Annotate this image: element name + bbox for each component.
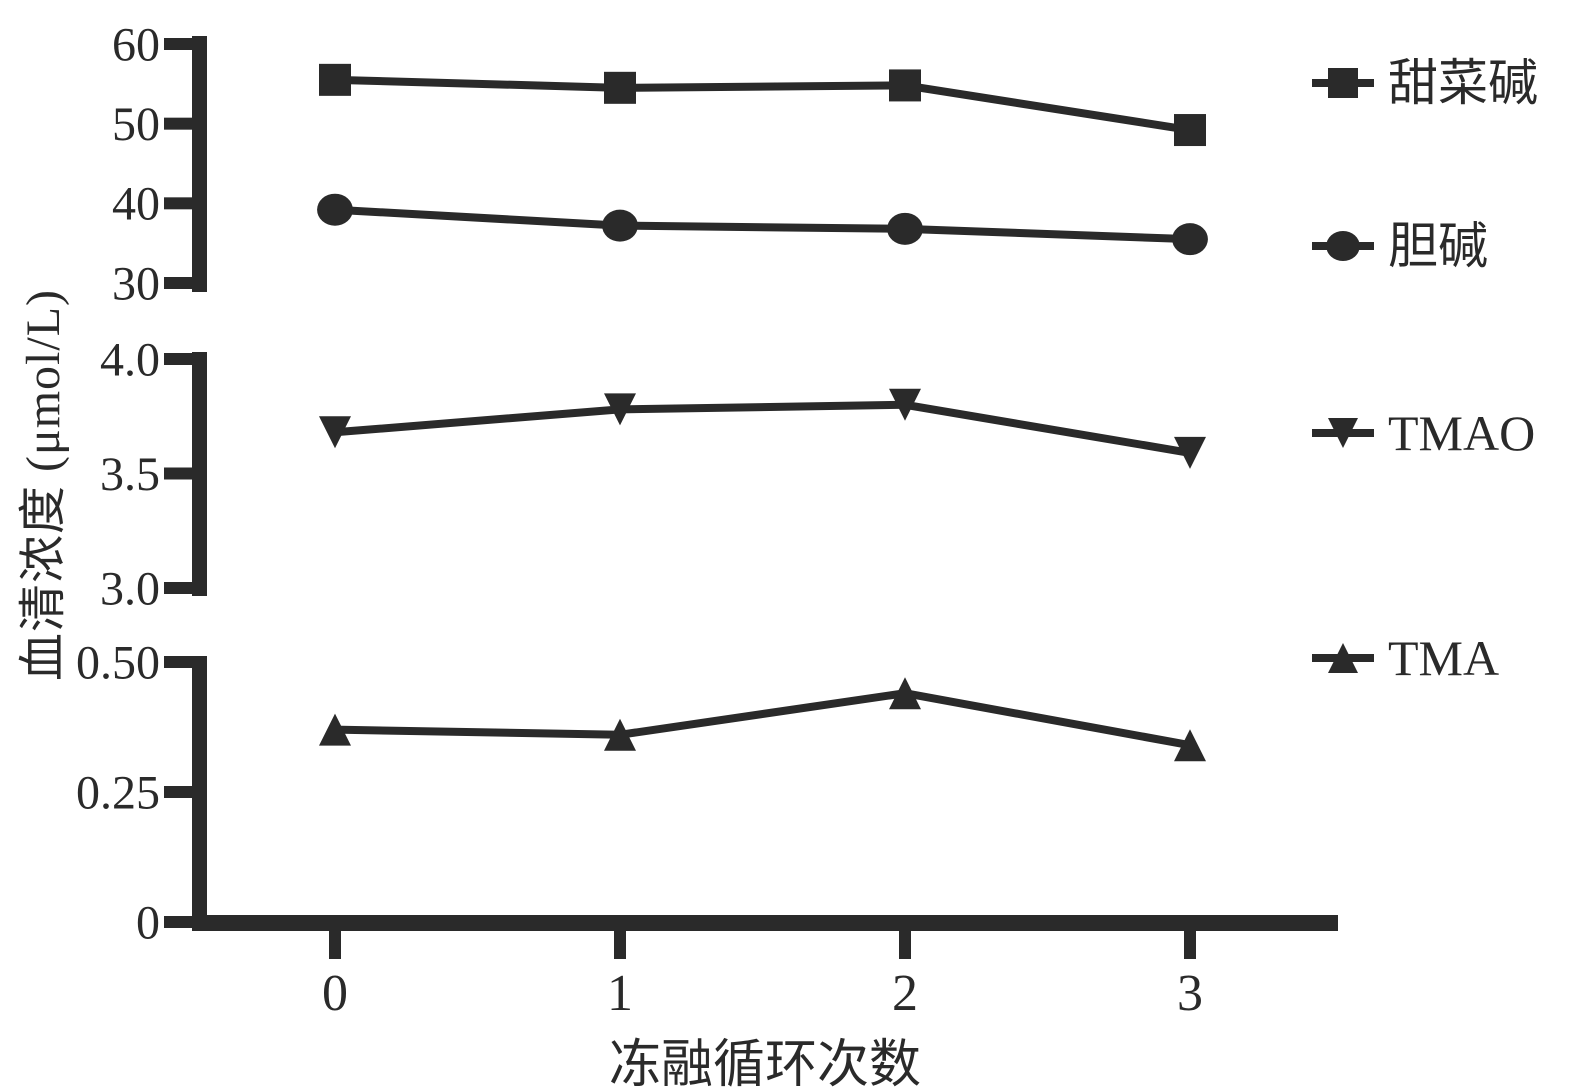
series-danjian-marker-3 <box>1172 223 1208 256</box>
legend-marker-triangle-up-icon <box>1312 643 1374 673</box>
series-tmao-marker-1 <box>604 393 636 426</box>
y-tick-label-2-1: 0.25 <box>76 766 160 819</box>
series-tma-marker-2 <box>889 677 921 710</box>
series-tmao-line <box>331 400 1194 457</box>
series-tma-line <box>331 689 1194 750</box>
legend-item-tiancaijian: 甜菜碱 <box>1312 58 1538 108</box>
x-tick-3 <box>1184 931 1196 959</box>
y-tick-label-0-1: 50 <box>112 98 160 151</box>
legend-marker-circle-icon <box>1312 231 1374 261</box>
legend-label-tiancaijian: 甜菜碱 <box>1388 55 1538 111</box>
legend-item-tma: TMA <box>1312 633 1499 683</box>
y-tick-0-3 <box>164 277 192 289</box>
y-tick-2-2 <box>164 916 192 928</box>
legend-label-tmao: TMAO <box>1388 405 1536 461</box>
series-tiancaijian-marker-2 <box>889 69 921 102</box>
y-tick-label-2-0: 0.50 <box>76 636 160 689</box>
legend: 甜菜碱胆碱 TMAO TMA <box>1312 0 1575 1091</box>
triangle-down-icon <box>1328 418 1358 448</box>
y-tick-0-2 <box>164 197 192 210</box>
series-tmao-marker-2 <box>889 388 921 421</box>
series-tiancaijian-marker-3 <box>1174 114 1206 147</box>
series-tma-marker-3 <box>1174 729 1206 762</box>
y-tick-label-0-2: 40 <box>112 178 160 231</box>
series-tma-marker-1 <box>604 718 636 751</box>
series-danjian-marker-2 <box>887 212 923 245</box>
legend-label-tma: TMA <box>1388 630 1500 686</box>
x-axis-label: 冻融循环次数 <box>608 1037 922 1091</box>
y-tick-label-1-2: 3.0 <box>100 562 160 615</box>
y-axis-segment-0 <box>192 36 207 292</box>
series-danjian-marker-1 <box>602 209 638 242</box>
series-tma-marker-0 <box>319 713 351 746</box>
y-tick-label-1-1: 3.5 <box>100 448 160 501</box>
series-tmao-marker-0 <box>319 416 351 449</box>
series-tiancaijian-line <box>331 75 1194 135</box>
legend-label-danjian: 胆碱 <box>1388 218 1488 274</box>
series-danjian-line <box>331 205 1194 244</box>
legend-item-danjian: 胆碱 <box>1312 221 1488 271</box>
legend-item-tmao: TMAO <box>1312 408 1535 458</box>
legend-marker-square-icon <box>1312 68 1374 98</box>
y-tick-1-2 <box>164 582 192 594</box>
y-axis-segment-2 <box>192 656 207 926</box>
x-tick-label-1: 1 <box>607 965 633 1022</box>
x-tick-0 <box>329 931 341 959</box>
series-tiancaijian-marker-0 <box>319 63 351 96</box>
y-tick-0-0 <box>164 38 192 50</box>
y-tick-label-0-0: 60 <box>112 18 160 71</box>
series-tmao-marker-3 <box>1174 436 1206 469</box>
square-icon <box>1328 68 1358 98</box>
series-tiancaijian-marker-1 <box>604 71 636 104</box>
y-tick-2-0 <box>164 656 192 668</box>
y-tick-2-1 <box>164 786 192 798</box>
circle-icon <box>1326 231 1360 261</box>
y-tick-label-2-2: 0 <box>136 896 160 949</box>
triangle-up-icon <box>1328 643 1358 673</box>
y-tick-1-1 <box>164 467 192 480</box>
x-tick-1 <box>614 931 626 959</box>
y-tick-0-1 <box>164 117 192 130</box>
legend-marker-triangle-down-icon <box>1312 418 1374 448</box>
y-tick-label-1-0: 4.0 <box>100 333 160 386</box>
y-tick-1-0 <box>164 353 192 365</box>
series-danjian-marker-0 <box>317 193 353 226</box>
x-tick-label-2: 2 <box>892 965 918 1022</box>
y-tick-label-0-3: 30 <box>112 257 160 310</box>
x-tick-label-3: 3 <box>1177 965 1203 1022</box>
x-tick-label-0: 0 <box>322 965 348 1022</box>
y-axis-segment-1 <box>192 352 207 596</box>
x-axis <box>192 915 1338 931</box>
x-tick-2 <box>899 931 911 959</box>
y-axis-label: 血清浓度 (μmol/L) <box>17 288 70 682</box>
